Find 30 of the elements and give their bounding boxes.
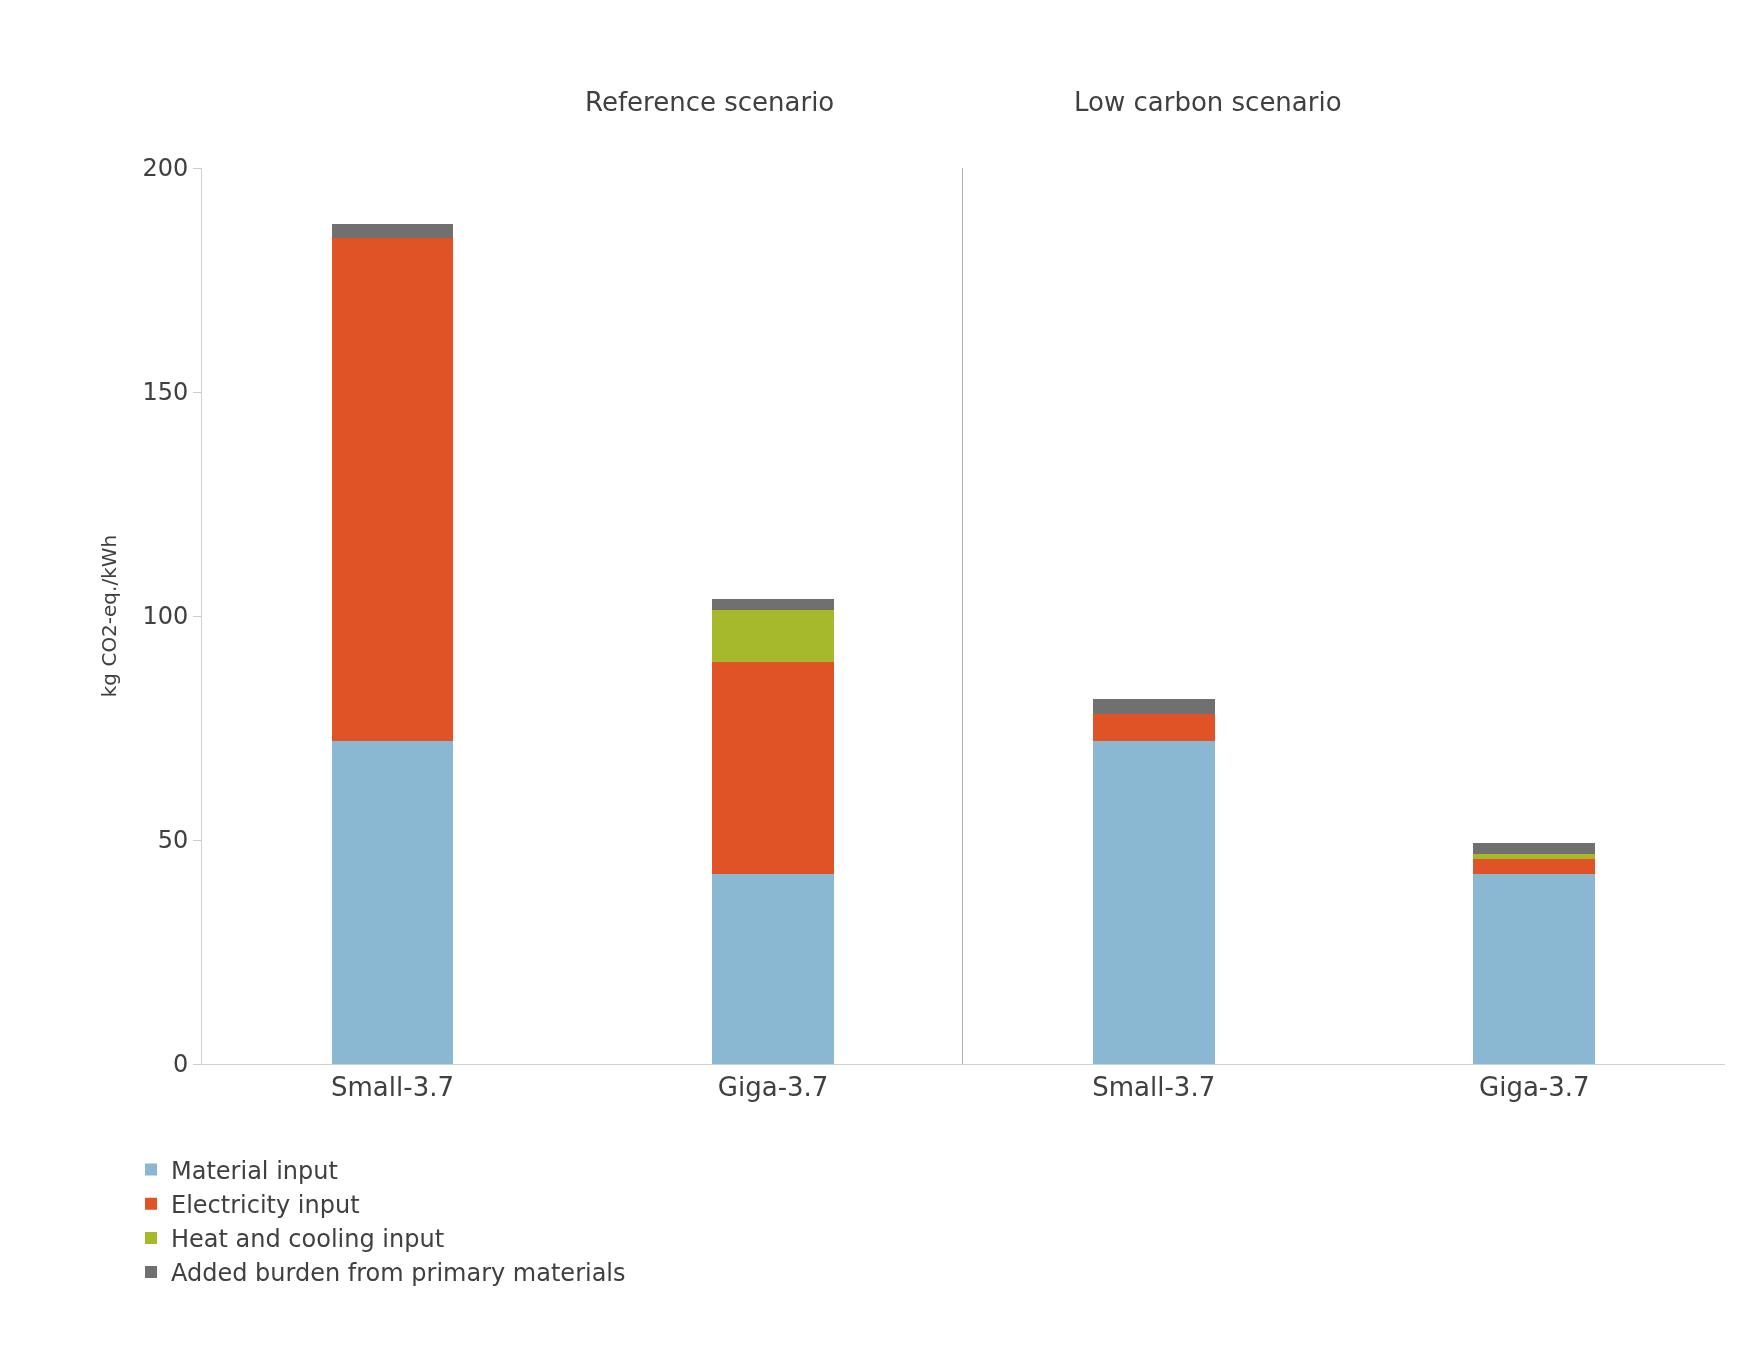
legend-label: Added burden from primary materials	[171, 1259, 626, 1288]
x-tick-label: Giga-3.7	[717, 1072, 829, 1103]
bar	[1473, 853, 1596, 860]
bar	[712, 873, 835, 1064]
chart-title: Low carbon scenario	[1074, 87, 1342, 117]
bar	[1473, 842, 1596, 854]
y-axis-title: kg CO2-eq./kWh	[97, 534, 122, 698]
bar	[1473, 859, 1596, 874]
legend-label: Electricity input	[171, 1191, 360, 1220]
bar	[1473, 873, 1596, 1064]
bar	[331, 741, 454, 1064]
bar	[712, 598, 835, 610]
legend-label: Heat and cooling input	[171, 1225, 445, 1254]
x-tick-label: Giga-3.7	[1479, 1072, 1590, 1103]
bar	[1092, 713, 1215, 742]
x-tick-label: Small-3.7	[331, 1072, 454, 1103]
y-tick-label: 150	[142, 378, 189, 407]
bar	[331, 237, 454, 742]
bar	[712, 662, 835, 874]
x-tick-label: Small-3.7	[1092, 1072, 1216, 1103]
bar	[712, 609, 835, 663]
chart-title: Reference scenario	[585, 87, 835, 117]
bar	[331, 224, 454, 238]
y-tick-label: 0	[173, 1050, 189, 1079]
legend-label: Material input	[171, 1156, 338, 1185]
y-tick-label: 200	[142, 154, 189, 183]
bar	[1092, 699, 1215, 714]
y-tick-label: 50	[157, 826, 189, 855]
y-tick-label: 100	[142, 602, 189, 631]
bar	[1092, 741, 1215, 1064]
